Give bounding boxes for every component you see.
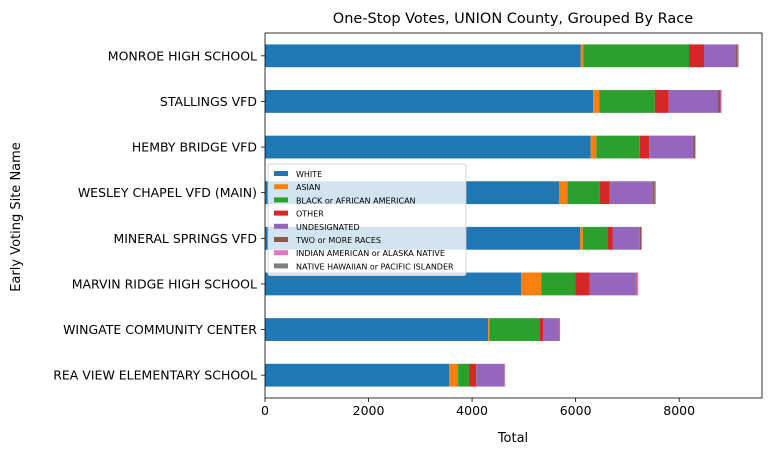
bar-segment-white <box>265 272 522 296</box>
bar-segment-undesignated <box>589 272 636 296</box>
bar-segment-black-or-african-american <box>541 272 576 296</box>
legend-label: UNDESIGNATED <box>296 223 360 232</box>
bar-segment-undesignated <box>476 363 505 387</box>
bar-segment-two-or-more-races <box>652 181 655 205</box>
legend-label: ASIAN <box>296 183 320 192</box>
bar-segment-asian <box>590 135 597 159</box>
bar-segment-black-or-african-american <box>458 363 470 387</box>
bar-segment-two-or-more-races <box>693 135 696 159</box>
bar-segment-asian <box>580 226 583 250</box>
bar-segment-indian-american-or-alaska-native <box>559 318 561 341</box>
x-tick-label: 6000 <box>560 403 592 418</box>
y-tick-label: REA VIEW ELEMENTARY SCHOOL <box>53 368 257 383</box>
bar-segment-indian-american-or-alaska-native <box>737 44 739 68</box>
bar-segment-asian <box>488 318 490 341</box>
bar-segment-undesignated <box>543 318 560 341</box>
bar-segment-two-or-more-races <box>717 90 721 113</box>
bar-segment-other <box>469 363 477 387</box>
bar-segment-asian <box>521 272 542 296</box>
bar-segment-undesignated <box>649 135 694 159</box>
bar-segment-other <box>599 181 610 205</box>
x-tick-label: 0 <box>261 403 269 418</box>
legend-swatch <box>274 263 288 269</box>
legend-label: INDIAN AMERICAN or ALASKA NATIVE <box>296 249 445 258</box>
y-tick-label: WESLEY CHAPEL VFD (MAIN) <box>78 185 257 200</box>
bar-segment-white <box>265 90 594 113</box>
bar-segment-indian-american-or-alaska-native <box>504 363 506 387</box>
y-tick-label: MARVIN RIDGE HIGH SCHOOL <box>72 276 257 291</box>
y-tick-label: WINGATE COMMUNITY CENTER <box>63 322 257 337</box>
legend-label: WHITE <box>296 170 322 179</box>
legend-label: BLACK or AFRICAN AMERICAN <box>296 196 416 205</box>
bar-segment-asian <box>593 90 600 113</box>
bar-segment-other <box>639 135 650 159</box>
bar-segment-native-hawaiian-or-pacific-islander <box>655 181 656 205</box>
legend-box <box>267 163 467 276</box>
legend-swatch <box>274 197 288 203</box>
x-tick-label: 8000 <box>663 403 695 418</box>
bar-segment-undesignated <box>612 226 640 250</box>
bar-segment-indian-american-or-alaska-native <box>636 272 639 296</box>
legend-swatch <box>274 250 288 256</box>
bar-segment-other <box>607 226 613 250</box>
chart-title: One-Stop Votes, UNION County, Grouped By… <box>333 11 693 27</box>
bar-segment-white <box>265 135 591 159</box>
bar-segment-black-or-african-american <box>599 90 655 113</box>
legend-swatch <box>274 184 288 190</box>
bar-segment-two-or-more-races <box>735 44 738 68</box>
bar-segment-native-hawaiian-or-pacific-islander <box>738 44 739 68</box>
bar-segment-white <box>265 44 581 68</box>
bar-segment-indian-american-or-alaska-native <box>654 181 656 205</box>
bar-segment-indian-american-or-alaska-native <box>720 90 722 113</box>
bar-segment-undesignated <box>704 44 736 68</box>
legend-swatch <box>274 171 288 176</box>
legend-label: OTHER <box>296 210 324 219</box>
bar-segment-white <box>265 363 450 387</box>
bar-segment-black-or-african-american <box>596 135 640 159</box>
legend-swatch <box>274 223 288 229</box>
bar-segment-indian-american-or-alaska-native <box>641 226 642 250</box>
bar-segment-two-or-more-races <box>504 363 505 387</box>
bar-segment-white <box>265 318 489 341</box>
legend-swatch <box>274 237 288 242</box>
x-tick-label: 4000 <box>456 403 488 418</box>
bar-segment-two-or-more-races <box>639 226 642 250</box>
y-tick-label: MINERAL SPRINGS VFD <box>113 231 257 246</box>
bar-segment-other <box>689 44 705 68</box>
legend-swatch <box>274 210 288 216</box>
bar-segment-black-or-african-american <box>583 44 690 68</box>
bar-segment-asian <box>580 44 584 68</box>
y-tick-label: MONROE HIGH SCHOOL <box>108 48 257 63</box>
y-axis-label: Early Voting Site Name <box>9 142 24 292</box>
y-tick-label: HEMBY BRIDGE VFD <box>132 140 257 155</box>
bar-segment-undesignated <box>609 181 653 205</box>
legend: WHITE ASIAN BLACK or AFRICAN AMERICAN OTHER… <box>267 163 467 276</box>
bar-segment-indian-american-or-alaska-native <box>695 135 696 159</box>
bar-segment-black-or-african-american <box>582 226 608 250</box>
x-axis-label: Total <box>497 431 528 446</box>
bar-segment-undesignated <box>668 90 718 113</box>
bar-segment-two-or-more-races <box>559 318 560 341</box>
y-tick-label: STALLINGS VFD <box>160 94 257 109</box>
bar-segment-other <box>575 272 590 296</box>
bar-segment-asian <box>559 181 568 205</box>
plot-frame <box>264 32 763 399</box>
bar-segment-other <box>654 90 669 113</box>
legend-label: TWO or MORE RACES <box>295 236 381 245</box>
x-tick-label: 2000 <box>353 403 385 418</box>
bar-segment-black-or-african-american <box>567 181 600 205</box>
bar-segment-two-or-more-races <box>635 272 637 296</box>
axes-layer: 0 2000 4000 6000 8000 REA VIEW ELEMENTARY SCH… <box>53 32 763 418</box>
bars-layer <box>265 44 739 387</box>
bar-segment-other <box>539 318 544 341</box>
bar-segment-black-or-african-american <box>489 318 540 341</box>
legend-label: NATIVE HAWAIIAN or PACIFIC ISLANDER <box>296 262 454 271</box>
bar-segment-asian <box>449 363 459 387</box>
